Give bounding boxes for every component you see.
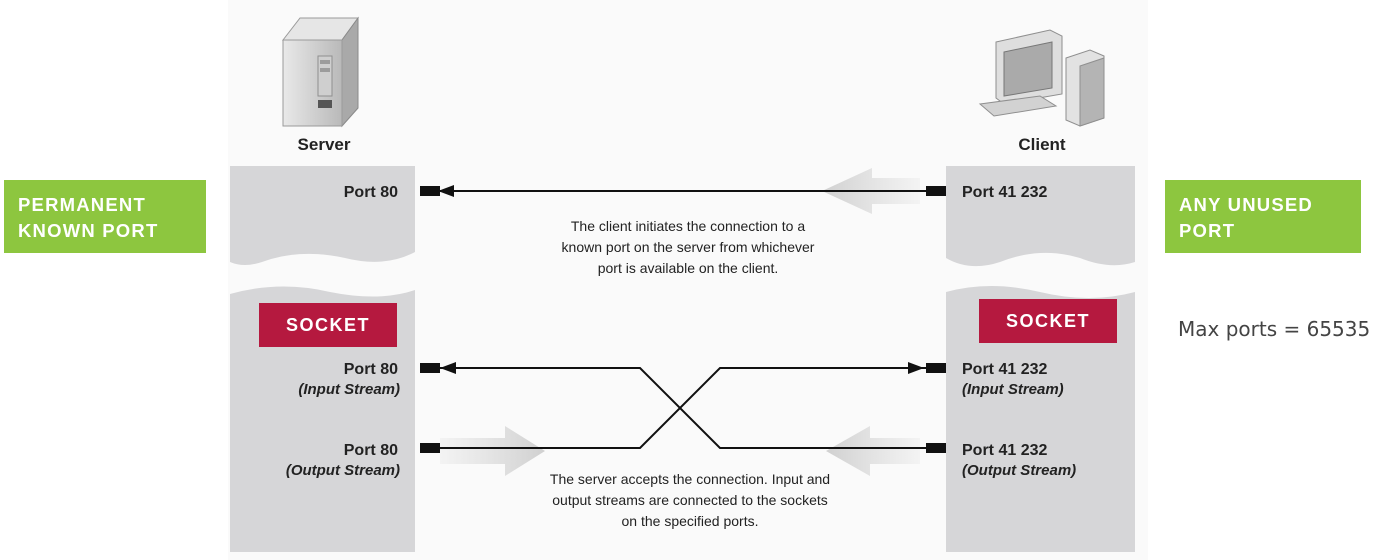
accept-caption-line-3: on the specified ports. [622, 513, 759, 529]
client-port-label: Port 41 232 [962, 184, 1047, 201]
server-port-connector [420, 186, 440, 196]
server-socket-panel [230, 286, 415, 552]
server-icon [281, 16, 359, 128]
server-input-stream-label: (Input Stream) [298, 381, 400, 398]
permanent-known-port-badge: PERMANENT KNOWN PORT [4, 180, 206, 253]
connection-caption-line-1: The client initiates the connection to a [571, 218, 805, 234]
server-socket-badge: SOCKET [259, 303, 397, 347]
stream-line-client-input [425, 362, 940, 449]
connection-caption: The client initiates the connection to a… [562, 218, 815, 276]
accept-caption: The server accepts the connection. Input… [550, 471, 830, 529]
server-output-stream-label: (Output Stream) [286, 462, 400, 479]
client-port-panel [946, 166, 1135, 267]
server-label: Server [298, 135, 351, 154]
client-input-stream-label: (Input Stream) [962, 381, 1064, 398]
client-socket-label: SOCKET [1006, 311, 1090, 331]
server-output-connector [420, 443, 440, 453]
client-input-connector [926, 363, 946, 373]
server-port-label: Port 80 [344, 184, 398, 201]
client-output-stream-label: (Output Stream) [962, 462, 1076, 479]
max-ports-note: Max ports = 65535 [1178, 317, 1370, 341]
permanent-known-port-line-1: PERMANENT [18, 194, 146, 215]
client-output-direction-arrow [826, 426, 920, 476]
accept-caption-line-1: The server accepts the connection. Input… [550, 471, 830, 487]
server-input-port-label: Port 80 [344, 361, 398, 378]
server-port-panel [230, 166, 415, 265]
client-output-port-label: Port 41 232 [962, 442, 1047, 459]
any-unused-port-badge: ANY UNUSED PORT [1165, 180, 1361, 253]
client-computer-icon [978, 29, 1105, 127]
client-socket-panel [946, 286, 1135, 552]
client-label: Client [1018, 135, 1066, 154]
connection-caption-line-3: port is available on the client. [598, 260, 779, 276]
server-input-connector [420, 363, 440, 373]
client-port-connector [926, 186, 946, 196]
initial-connection-line [425, 185, 940, 197]
permanent-known-port-line-2: KNOWN PORT [18, 220, 158, 241]
client-output-connector [926, 443, 946, 453]
client-input-port-label: Port 41 232 [962, 361, 1047, 378]
server-socket-label: SOCKET [286, 315, 370, 335]
server-output-direction-arrow [440, 426, 545, 476]
server-output-port-label: Port 80 [344, 442, 398, 459]
accept-caption-line-2: output streams are connected to the sock… [552, 492, 828, 508]
any-unused-port-line-2: PORT [1179, 220, 1235, 241]
any-unused-port-line-1: ANY UNUSED [1179, 194, 1313, 215]
client-socket-badge: SOCKET [979, 299, 1117, 343]
connection-caption-line-2: known port on the server from whichever [562, 239, 815, 255]
